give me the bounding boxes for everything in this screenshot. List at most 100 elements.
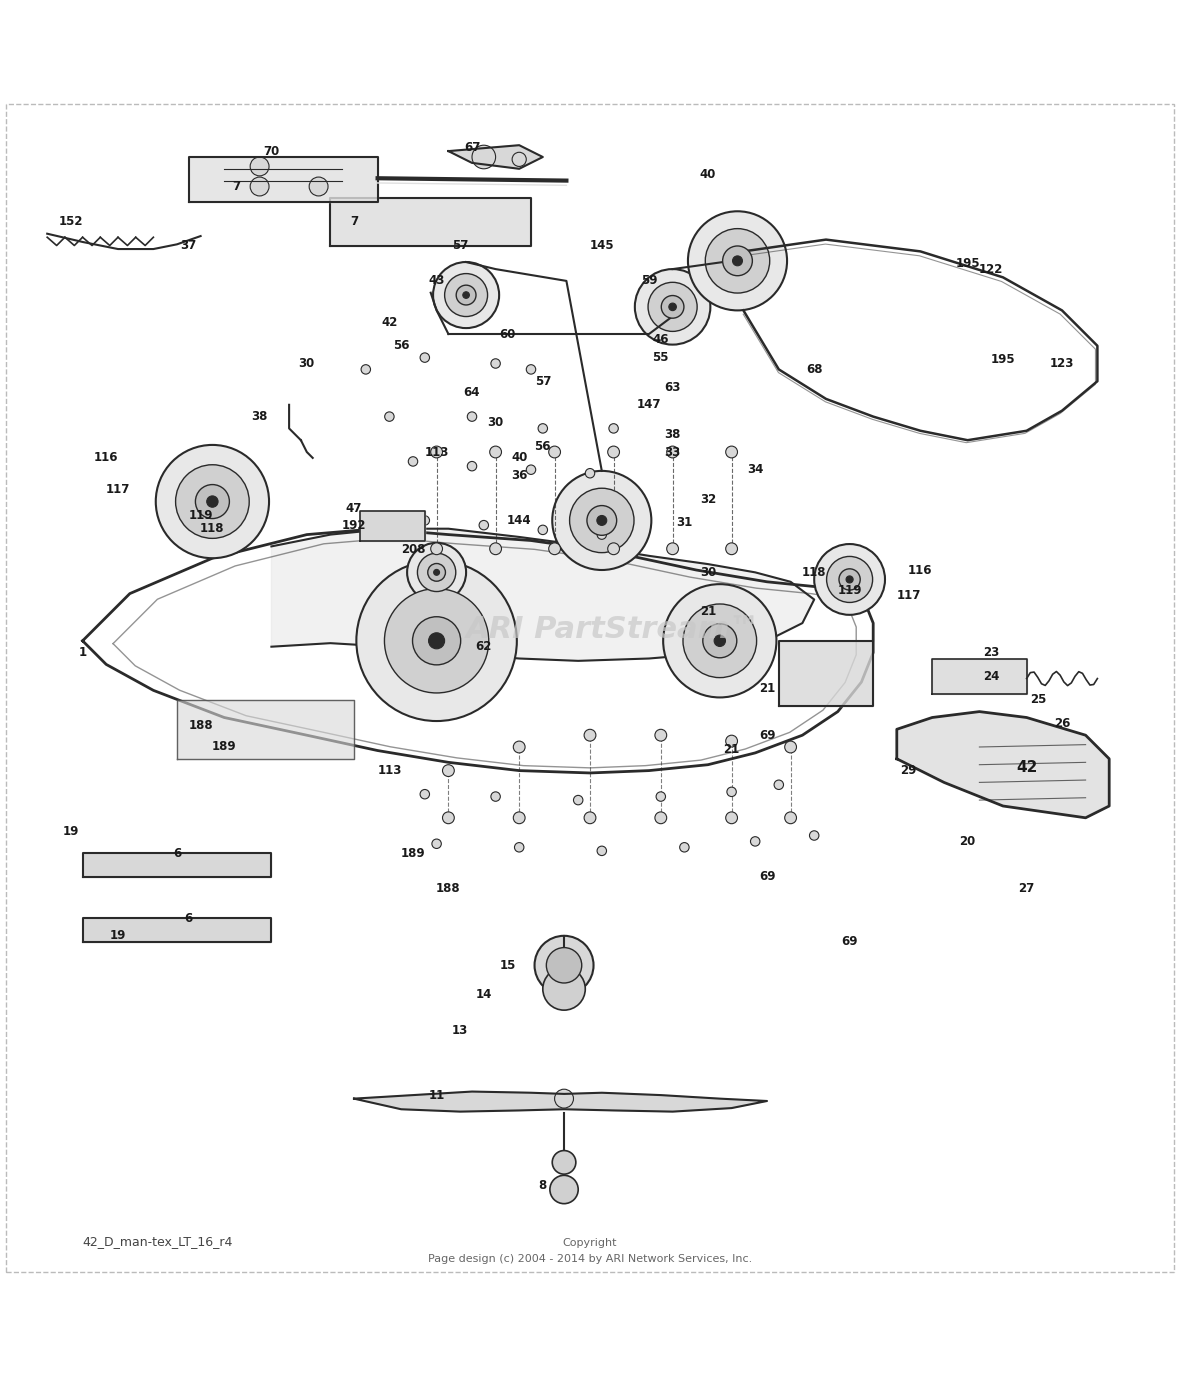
Circle shape bbox=[543, 967, 585, 1010]
Text: 46: 46 bbox=[653, 333, 669, 347]
Polygon shape bbox=[354, 1091, 767, 1112]
Text: 37: 37 bbox=[181, 239, 197, 252]
Circle shape bbox=[726, 544, 738, 555]
Text: 36: 36 bbox=[511, 469, 527, 482]
Circle shape bbox=[549, 446, 560, 458]
Text: 145: 145 bbox=[590, 239, 614, 252]
Circle shape bbox=[809, 831, 819, 841]
Text: 118: 118 bbox=[201, 523, 224, 535]
Text: 11: 11 bbox=[428, 1088, 445, 1102]
Circle shape bbox=[431, 544, 442, 555]
Text: 27: 27 bbox=[1018, 882, 1035, 896]
Polygon shape bbox=[177, 700, 354, 758]
Text: 55: 55 bbox=[653, 351, 669, 365]
Circle shape bbox=[552, 471, 651, 570]
Circle shape bbox=[176, 465, 249, 538]
Text: 56: 56 bbox=[535, 439, 551, 453]
Circle shape bbox=[385, 411, 394, 421]
Polygon shape bbox=[189, 157, 378, 202]
Circle shape bbox=[206, 495, 218, 508]
Text: 57: 57 bbox=[535, 374, 551, 388]
Circle shape bbox=[680, 842, 689, 852]
Text: 40: 40 bbox=[511, 451, 527, 465]
Text: 152: 152 bbox=[59, 216, 83, 228]
Circle shape bbox=[442, 765, 454, 776]
Circle shape bbox=[514, 842, 524, 852]
Circle shape bbox=[727, 787, 736, 797]
Circle shape bbox=[597, 846, 607, 856]
Circle shape bbox=[442, 812, 454, 824]
Text: Copyright: Copyright bbox=[563, 1238, 617, 1248]
Circle shape bbox=[826, 556, 873, 603]
Circle shape bbox=[814, 544, 885, 615]
Text: 57: 57 bbox=[452, 239, 468, 252]
Text: 42: 42 bbox=[1016, 760, 1037, 775]
Circle shape bbox=[445, 274, 487, 316]
Circle shape bbox=[538, 424, 548, 433]
Circle shape bbox=[570, 488, 634, 553]
Circle shape bbox=[156, 444, 269, 559]
Circle shape bbox=[608, 544, 620, 555]
Circle shape bbox=[552, 1150, 576, 1174]
Text: 30: 30 bbox=[487, 416, 504, 429]
Circle shape bbox=[385, 589, 489, 694]
Text: 208: 208 bbox=[401, 544, 425, 556]
Text: 118: 118 bbox=[802, 566, 826, 579]
Text: 23: 23 bbox=[983, 647, 999, 659]
Circle shape bbox=[526, 365, 536, 374]
Text: 117: 117 bbox=[106, 483, 130, 497]
Circle shape bbox=[196, 484, 229, 519]
Text: 21: 21 bbox=[759, 681, 775, 695]
Text: 116: 116 bbox=[94, 451, 118, 465]
Circle shape bbox=[420, 352, 430, 362]
Circle shape bbox=[733, 256, 742, 266]
Circle shape bbox=[413, 616, 460, 665]
Circle shape bbox=[513, 812, 525, 824]
Polygon shape bbox=[83, 853, 271, 877]
Polygon shape bbox=[932, 659, 1027, 694]
Circle shape bbox=[250, 178, 269, 195]
Text: 64: 64 bbox=[464, 387, 480, 399]
Text: ARI PartStream™: ARI PartStream™ bbox=[466, 615, 761, 644]
Text: 47: 47 bbox=[346, 502, 362, 515]
Circle shape bbox=[206, 495, 218, 508]
Circle shape bbox=[472, 146, 496, 169]
Text: 195: 195 bbox=[956, 257, 979, 270]
Polygon shape bbox=[330, 198, 531, 245]
Circle shape bbox=[584, 812, 596, 824]
Circle shape bbox=[661, 296, 684, 318]
Circle shape bbox=[407, 544, 466, 601]
Circle shape bbox=[655, 812, 667, 824]
Text: 42_D_man-tex_LT_16_r4: 42_D_man-tex_LT_16_r4 bbox=[83, 1236, 232, 1248]
Circle shape bbox=[550, 1175, 578, 1204]
Circle shape bbox=[669, 303, 676, 311]
Text: 62: 62 bbox=[476, 640, 492, 654]
Text: 13: 13 bbox=[452, 1024, 468, 1036]
Circle shape bbox=[250, 157, 269, 176]
Text: 6: 6 bbox=[185, 912, 192, 925]
Text: 192: 192 bbox=[342, 519, 366, 531]
Circle shape bbox=[467, 461, 477, 471]
Text: 7: 7 bbox=[232, 180, 240, 193]
Circle shape bbox=[722, 246, 753, 275]
Text: 123: 123 bbox=[1050, 356, 1074, 370]
Circle shape bbox=[585, 468, 595, 477]
Text: 24: 24 bbox=[983, 670, 999, 682]
Circle shape bbox=[490, 446, 502, 458]
Text: 116: 116 bbox=[909, 564, 932, 577]
Circle shape bbox=[491, 359, 500, 369]
Text: 40: 40 bbox=[700, 168, 716, 182]
Text: 68: 68 bbox=[806, 363, 822, 376]
Text: 56: 56 bbox=[393, 340, 409, 352]
Polygon shape bbox=[897, 711, 1109, 817]
Text: 38: 38 bbox=[664, 428, 681, 440]
Circle shape bbox=[726, 446, 738, 458]
Circle shape bbox=[597, 530, 607, 539]
Text: 122: 122 bbox=[979, 263, 1003, 275]
Text: 119: 119 bbox=[838, 583, 861, 597]
Circle shape bbox=[491, 791, 500, 801]
Circle shape bbox=[309, 178, 328, 195]
Text: 43: 43 bbox=[428, 274, 445, 288]
Circle shape bbox=[683, 604, 756, 677]
Polygon shape bbox=[271, 528, 814, 660]
